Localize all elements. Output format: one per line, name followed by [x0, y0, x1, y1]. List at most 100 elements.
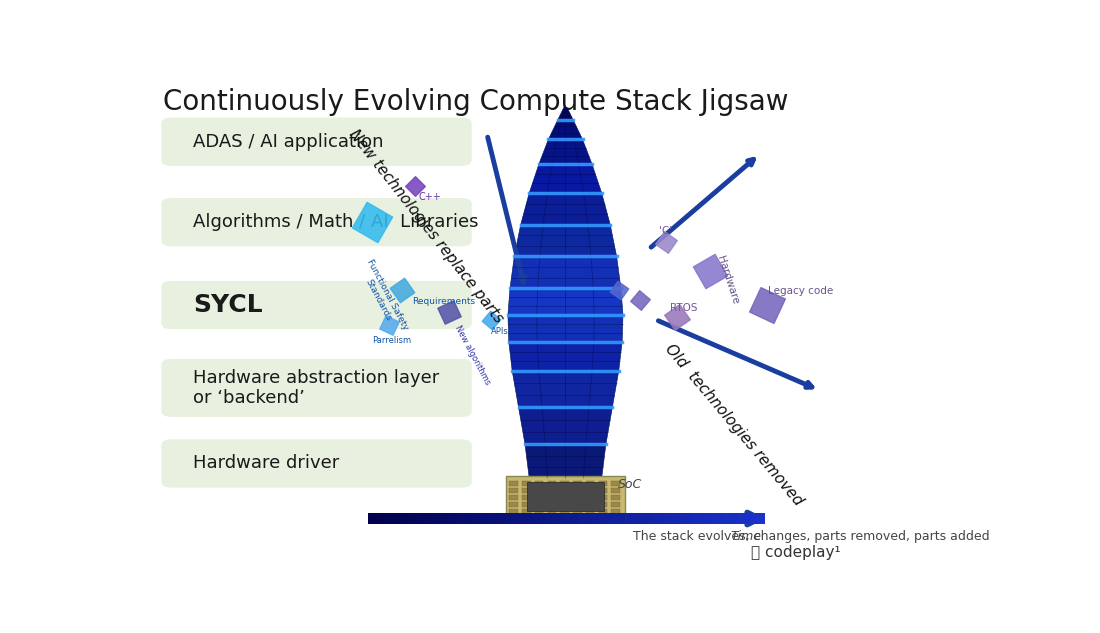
FancyBboxPatch shape: [560, 509, 569, 513]
Text: Old  technologies removed: Old technologies removed: [662, 342, 805, 509]
FancyBboxPatch shape: [513, 513, 520, 524]
FancyBboxPatch shape: [745, 513, 751, 524]
FancyBboxPatch shape: [718, 513, 725, 524]
FancyBboxPatch shape: [672, 513, 679, 524]
FancyBboxPatch shape: [509, 495, 518, 500]
FancyBboxPatch shape: [427, 513, 434, 524]
FancyBboxPatch shape: [725, 513, 732, 524]
Text: Functional Safety
Standards: Functional Safety Standards: [356, 258, 410, 337]
FancyBboxPatch shape: [698, 513, 705, 524]
FancyBboxPatch shape: [522, 482, 530, 486]
FancyBboxPatch shape: [506, 513, 514, 524]
FancyBboxPatch shape: [552, 513, 560, 524]
FancyBboxPatch shape: [612, 488, 620, 493]
FancyBboxPatch shape: [535, 482, 543, 486]
FancyBboxPatch shape: [565, 513, 573, 524]
FancyBboxPatch shape: [527, 482, 604, 511]
FancyBboxPatch shape: [548, 509, 557, 513]
FancyBboxPatch shape: [612, 509, 620, 513]
Point: [669, 312, 686, 322]
Text: ADAS / AI application: ADAS / AI application: [192, 133, 384, 151]
FancyBboxPatch shape: [433, 513, 441, 524]
FancyBboxPatch shape: [618, 513, 626, 524]
FancyBboxPatch shape: [573, 482, 582, 486]
FancyBboxPatch shape: [522, 495, 530, 500]
FancyBboxPatch shape: [548, 502, 557, 507]
FancyBboxPatch shape: [652, 513, 659, 524]
Polygon shape: [513, 371, 618, 408]
FancyBboxPatch shape: [162, 118, 472, 166]
FancyBboxPatch shape: [522, 488, 530, 493]
Polygon shape: [539, 139, 592, 164]
FancyBboxPatch shape: [586, 502, 594, 507]
FancyBboxPatch shape: [705, 513, 712, 524]
FancyBboxPatch shape: [732, 513, 738, 524]
FancyBboxPatch shape: [585, 513, 593, 524]
Point: [631, 295, 649, 305]
FancyBboxPatch shape: [374, 513, 382, 524]
FancyBboxPatch shape: [509, 488, 518, 493]
FancyBboxPatch shape: [666, 513, 672, 524]
FancyBboxPatch shape: [612, 495, 620, 500]
Point: [758, 300, 776, 310]
Text: The stack evolves, changes, parts removed, parts added: The stack evolves, changes, parts remove…: [632, 530, 990, 543]
FancyBboxPatch shape: [509, 502, 518, 507]
FancyBboxPatch shape: [381, 513, 388, 524]
Point: [483, 315, 500, 325]
FancyBboxPatch shape: [162, 281, 472, 329]
FancyBboxPatch shape: [573, 488, 582, 493]
FancyBboxPatch shape: [646, 513, 652, 524]
FancyBboxPatch shape: [162, 439, 472, 487]
Polygon shape: [518, 408, 613, 444]
FancyBboxPatch shape: [414, 513, 421, 524]
FancyBboxPatch shape: [539, 513, 547, 524]
Text: Time: Time: [730, 530, 761, 543]
FancyBboxPatch shape: [692, 513, 698, 524]
FancyBboxPatch shape: [486, 513, 494, 524]
FancyBboxPatch shape: [586, 482, 594, 486]
FancyBboxPatch shape: [522, 509, 530, 513]
FancyBboxPatch shape: [605, 513, 613, 524]
FancyBboxPatch shape: [522, 502, 530, 507]
FancyBboxPatch shape: [162, 198, 472, 246]
FancyBboxPatch shape: [387, 513, 395, 524]
FancyBboxPatch shape: [639, 513, 646, 524]
FancyBboxPatch shape: [579, 513, 586, 524]
FancyBboxPatch shape: [592, 513, 600, 524]
FancyBboxPatch shape: [598, 482, 607, 486]
Point: [702, 266, 719, 276]
Polygon shape: [508, 315, 623, 342]
Polygon shape: [529, 164, 602, 193]
FancyBboxPatch shape: [535, 495, 543, 500]
FancyBboxPatch shape: [480, 513, 487, 524]
FancyBboxPatch shape: [586, 488, 594, 493]
FancyBboxPatch shape: [535, 509, 543, 513]
FancyBboxPatch shape: [679, 513, 685, 524]
FancyBboxPatch shape: [546, 513, 553, 524]
Text: Requirements: Requirements: [412, 297, 475, 306]
Polygon shape: [510, 256, 620, 288]
Polygon shape: [515, 225, 617, 256]
Text: SoC: SoC: [618, 478, 642, 491]
FancyBboxPatch shape: [535, 502, 543, 507]
Text: Parrelism: Parrelism: [372, 335, 411, 345]
FancyBboxPatch shape: [447, 513, 454, 524]
FancyBboxPatch shape: [560, 488, 569, 493]
Polygon shape: [558, 108, 573, 120]
FancyBboxPatch shape: [573, 509, 582, 513]
Text: Continuously Evolving Compute Stack Jigsaw: Continuously Evolving Compute Stack Jigs…: [163, 88, 789, 116]
FancyBboxPatch shape: [612, 502, 620, 507]
FancyBboxPatch shape: [548, 495, 557, 500]
FancyBboxPatch shape: [499, 513, 507, 524]
FancyBboxPatch shape: [407, 513, 415, 524]
Polygon shape: [520, 193, 610, 225]
FancyBboxPatch shape: [598, 509, 607, 513]
FancyBboxPatch shape: [453, 513, 461, 524]
FancyBboxPatch shape: [506, 475, 625, 517]
FancyBboxPatch shape: [526, 513, 534, 524]
Text: ⓒ codeplay¹: ⓒ codeplay¹: [751, 545, 840, 560]
Text: Hardware: Hardware: [715, 254, 740, 305]
Polygon shape: [549, 120, 583, 139]
FancyBboxPatch shape: [573, 502, 582, 507]
Point: [406, 180, 424, 191]
